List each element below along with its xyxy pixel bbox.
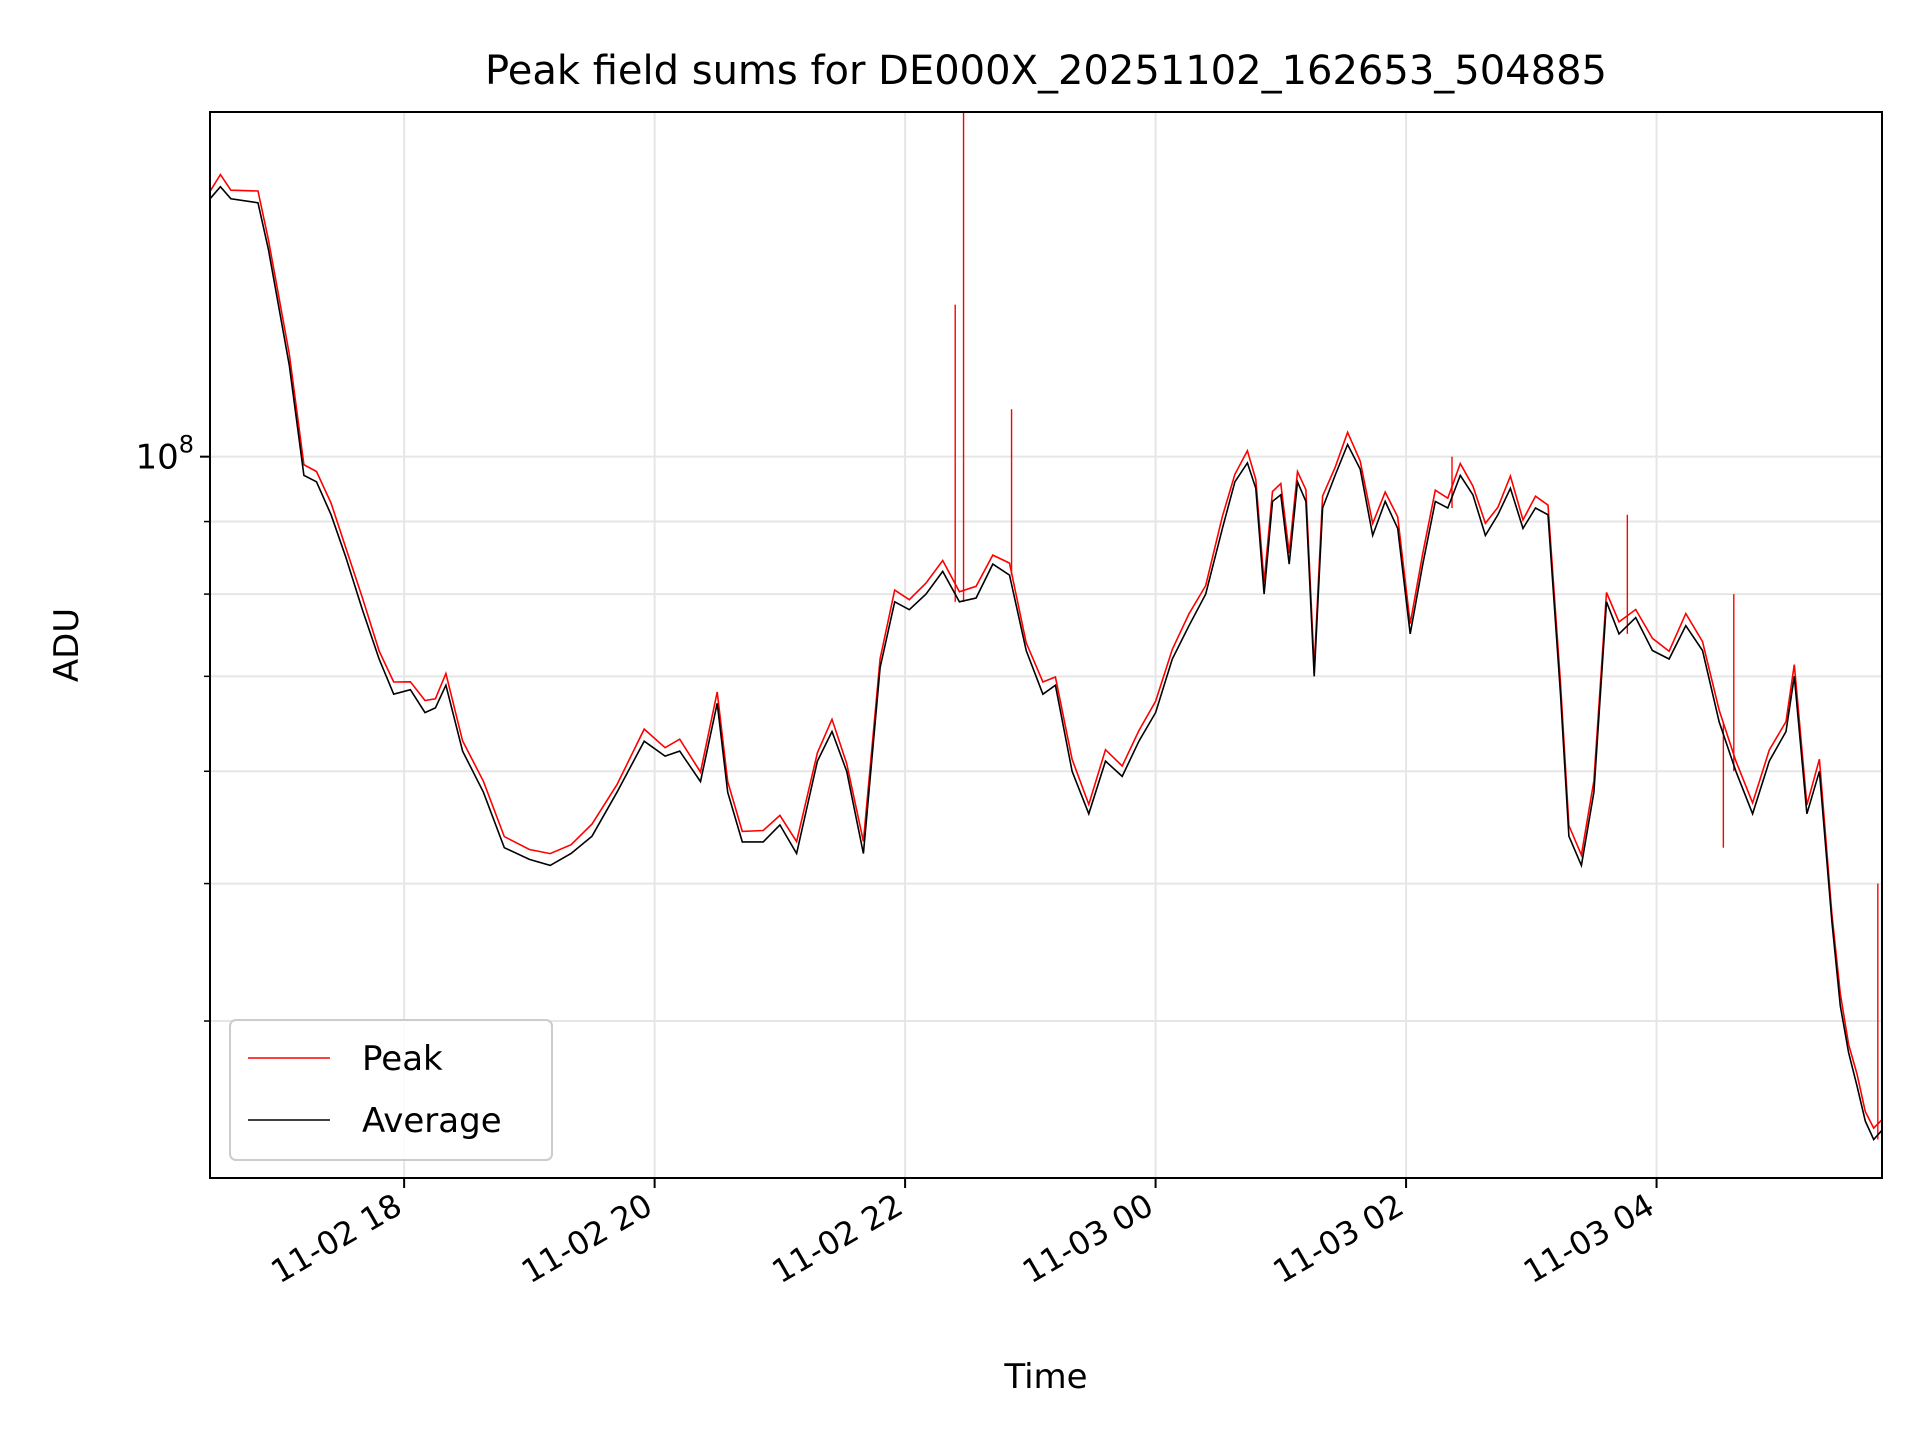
peak-series-line xyxy=(209,173,1883,1130)
y-axis-label: ADU xyxy=(47,608,87,682)
average-series-line xyxy=(209,185,1883,1141)
series-layer xyxy=(209,112,1883,1141)
x-axis-label: Time xyxy=(1003,1357,1087,1397)
legend-average-label: Average xyxy=(362,1101,502,1141)
plot-frame xyxy=(209,111,1883,1179)
legend-peak-label: Peak xyxy=(362,1039,443,1079)
y-axis-ticks: 108 xyxy=(135,431,210,1022)
y-tick-label: 108 xyxy=(135,431,194,478)
chart-title: Peak field sums for DE000X_20251102_1626… xyxy=(485,48,1607,94)
legend-box xyxy=(229,1019,553,1161)
legend: Peak Average xyxy=(229,1019,553,1161)
